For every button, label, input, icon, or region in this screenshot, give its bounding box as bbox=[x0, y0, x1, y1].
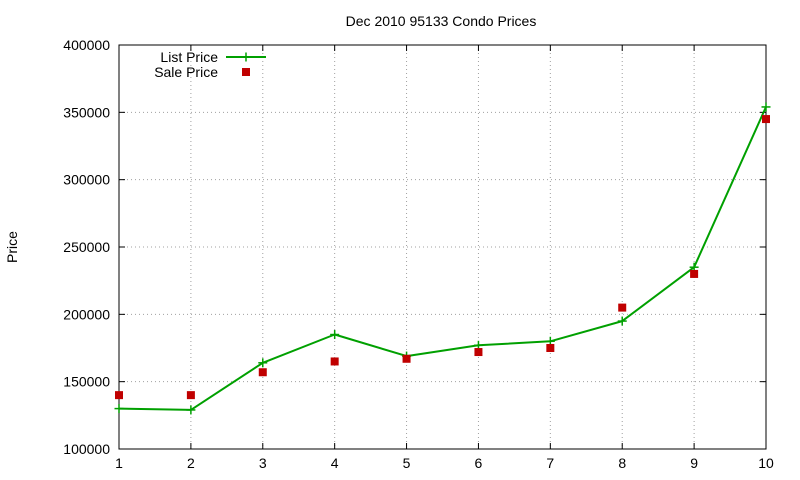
list-price-point bbox=[617, 316, 627, 326]
x-tick-label: 7 bbox=[546, 455, 554, 471]
x-tick-label: 8 bbox=[618, 455, 626, 471]
sale-price-point bbox=[330, 357, 339, 366]
y-tick-label: 100000 bbox=[63, 441, 110, 457]
y-axis-label: Price bbox=[4, 231, 20, 263]
x-tick-label: 10 bbox=[758, 455, 774, 471]
sale-price-point bbox=[186, 391, 195, 400]
x-tick-label: 5 bbox=[403, 455, 411, 471]
grid-lines bbox=[119, 45, 766, 449]
chart-title: Dec 2010 95133 Condo Prices bbox=[346, 13, 537, 29]
sale-price-point bbox=[546, 344, 555, 352]
x-tick-label: 2 bbox=[187, 455, 195, 471]
y-tick-label: 400000 bbox=[63, 37, 110, 53]
list-price-point bbox=[186, 405, 196, 415]
sale-price-point bbox=[474, 348, 483, 357]
series-list-price bbox=[114, 102, 771, 415]
series-sale-price bbox=[115, 115, 770, 400]
list-price-point bbox=[114, 404, 124, 414]
legend-square-marker bbox=[242, 68, 250, 76]
axes: 100000 150000 200000 250000 300000 350000 4000… bbox=[63, 37, 774, 471]
x-tick-label: 1 bbox=[115, 455, 123, 471]
x-tick-label: 9 bbox=[690, 455, 698, 471]
legend-plus-marker bbox=[241, 52, 251, 62]
sale-price-point bbox=[402, 354, 411, 363]
plot-border bbox=[118, 44, 767, 450]
sale-price-point bbox=[690, 269, 699, 278]
list-price-point bbox=[761, 102, 771, 112]
list-price-point bbox=[258, 358, 268, 368]
sale-price-point bbox=[115, 391, 123, 400]
y-tick-label: 350000 bbox=[63, 104, 110, 120]
legend-label: List Price bbox=[160, 49, 218, 65]
sale-price-point bbox=[618, 303, 627, 312]
sale-price-point bbox=[762, 115, 770, 124]
y-tick-label: 300000 bbox=[63, 172, 110, 188]
list-price-line bbox=[118, 106, 767, 411]
y-tick-label: 150000 bbox=[63, 374, 110, 390]
x-tick-label: 4 bbox=[331, 455, 339, 471]
x-tick-label: 6 bbox=[475, 455, 483, 471]
y-tick-label: 250000 bbox=[63, 239, 110, 255]
list-price-point bbox=[330, 330, 340, 340]
y-tick-label: 200000 bbox=[63, 306, 110, 322]
x-tick-label: 3 bbox=[259, 455, 267, 471]
legend-label: Sale Price bbox=[154, 64, 218, 80]
data-series bbox=[114, 102, 771, 415]
sale-price-point bbox=[258, 368, 267, 377]
